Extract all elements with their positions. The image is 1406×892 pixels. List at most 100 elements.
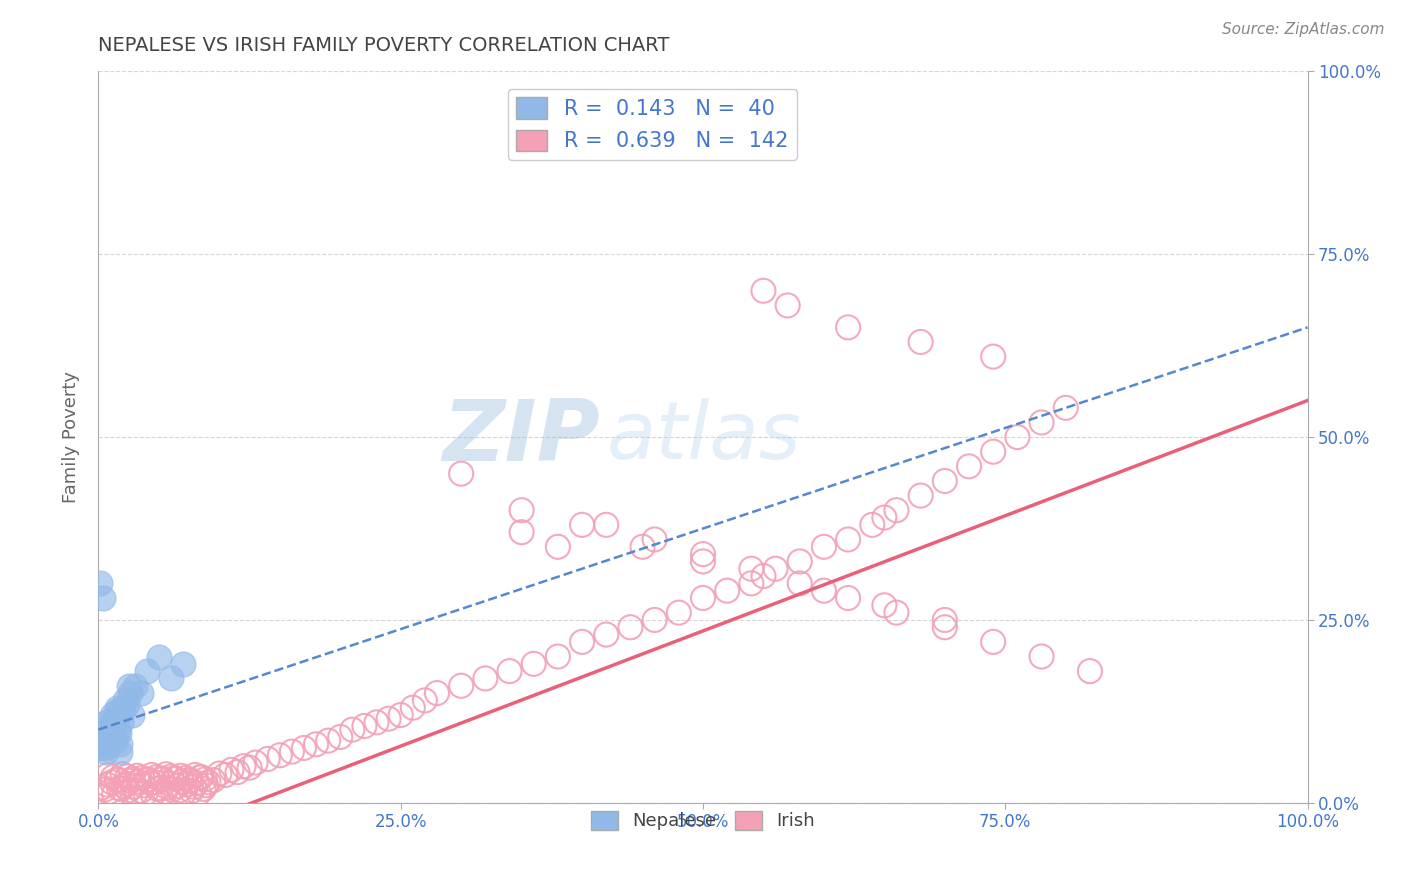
Point bbox=[813, 540, 835, 554]
Point bbox=[166, 779, 188, 793]
Point bbox=[619, 620, 641, 634]
Point bbox=[148, 649, 170, 664]
Point bbox=[232, 759, 254, 773]
Point bbox=[142, 788, 165, 802]
Point bbox=[644, 533, 666, 547]
Point bbox=[122, 780, 145, 794]
Point bbox=[186, 776, 208, 790]
Point bbox=[776, 298, 799, 312]
Point bbox=[1078, 664, 1101, 678]
Point bbox=[97, 768, 120, 782]
Point bbox=[174, 771, 197, 785]
Point bbox=[740, 562, 762, 576]
Point bbox=[135, 786, 157, 800]
Point bbox=[183, 780, 205, 794]
Point bbox=[765, 562, 787, 576]
Point bbox=[91, 591, 114, 605]
Point bbox=[752, 284, 775, 298]
Point bbox=[194, 772, 217, 787]
Point bbox=[118, 679, 141, 693]
Point bbox=[156, 780, 179, 795]
Point bbox=[108, 781, 131, 796]
Point bbox=[169, 769, 191, 783]
Point bbox=[169, 783, 191, 797]
Point bbox=[112, 779, 135, 793]
Point bbox=[214, 768, 236, 782]
Point bbox=[101, 730, 124, 744]
Point bbox=[127, 774, 149, 789]
Point bbox=[110, 781, 132, 796]
Point bbox=[108, 745, 131, 759]
Point bbox=[136, 772, 159, 787]
Point bbox=[127, 769, 149, 783]
Point bbox=[160, 672, 183, 686]
Point bbox=[105, 773, 128, 788]
Point bbox=[305, 737, 328, 751]
Point bbox=[316, 733, 339, 747]
Point bbox=[139, 776, 162, 790]
Point bbox=[104, 712, 127, 726]
Point bbox=[886, 503, 908, 517]
Point bbox=[193, 781, 215, 796]
Point bbox=[226, 765, 249, 780]
Point bbox=[103, 712, 125, 726]
Point bbox=[96, 715, 118, 730]
Point bbox=[97, 726, 120, 740]
Point bbox=[269, 748, 291, 763]
Point bbox=[96, 778, 118, 792]
Point bbox=[668, 606, 690, 620]
Point bbox=[195, 778, 218, 792]
Point bbox=[190, 770, 212, 784]
Point bbox=[571, 517, 593, 532]
Point bbox=[221, 763, 243, 777]
Y-axis label: Family Poverty: Family Poverty bbox=[62, 371, 80, 503]
Point bbox=[93, 723, 115, 737]
Point bbox=[342, 723, 364, 737]
Point bbox=[692, 547, 714, 561]
Point bbox=[107, 723, 129, 737]
Point bbox=[170, 774, 193, 789]
Point bbox=[498, 664, 520, 678]
Point bbox=[245, 756, 267, 770]
Point bbox=[402, 700, 425, 714]
Point bbox=[740, 576, 762, 591]
Point bbox=[160, 769, 183, 783]
Point bbox=[124, 679, 146, 693]
Point bbox=[90, 740, 112, 755]
Point bbox=[129, 784, 152, 798]
Point bbox=[108, 737, 131, 751]
Point bbox=[91, 730, 114, 744]
Point bbox=[1054, 401, 1077, 415]
Point bbox=[160, 782, 183, 797]
Point bbox=[121, 772, 143, 786]
Point bbox=[292, 740, 315, 755]
Legend: Nepalese, Irish: Nepalese, Irish bbox=[583, 804, 823, 838]
Point bbox=[152, 772, 174, 786]
Point bbox=[450, 679, 472, 693]
Point bbox=[117, 697, 139, 711]
Point bbox=[377, 712, 399, 726]
Point bbox=[1031, 416, 1053, 430]
Point bbox=[644, 613, 666, 627]
Point bbox=[329, 730, 352, 744]
Point bbox=[149, 781, 172, 796]
Point bbox=[98, 726, 121, 740]
Point bbox=[187, 786, 209, 800]
Point bbox=[159, 777, 181, 791]
Point bbox=[105, 700, 128, 714]
Point bbox=[111, 767, 134, 781]
Point bbox=[94, 745, 117, 759]
Point bbox=[981, 635, 1004, 649]
Point bbox=[141, 768, 163, 782]
Point bbox=[143, 775, 166, 789]
Point bbox=[837, 591, 859, 605]
Point bbox=[91, 733, 114, 747]
Point bbox=[692, 554, 714, 568]
Point bbox=[239, 761, 262, 775]
Point bbox=[179, 773, 201, 788]
Point bbox=[115, 777, 138, 791]
Point bbox=[837, 320, 859, 334]
Point bbox=[837, 533, 859, 547]
Point bbox=[873, 599, 896, 613]
Point bbox=[353, 719, 375, 733]
